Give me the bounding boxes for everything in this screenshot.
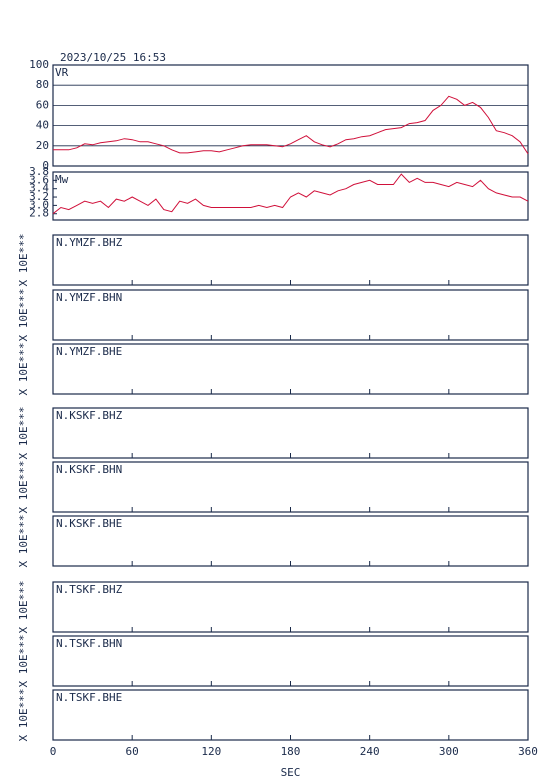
station-label: N.TSKF.BHZ bbox=[56, 583, 123, 596]
y-axis-label: X 10E*** bbox=[17, 689, 30, 742]
y-tick-label: 20 bbox=[36, 139, 49, 152]
x-tick-label: 240 bbox=[360, 745, 380, 758]
y-tick-label: 40 bbox=[36, 119, 49, 132]
data-line bbox=[53, 95, 529, 155]
y-tick-label: 80 bbox=[36, 78, 49, 91]
y-axis-label: X 10E*** bbox=[17, 407, 30, 460]
y-tick-label: 3.0 bbox=[29, 198, 49, 211]
panel-frame bbox=[52, 171, 529, 221]
y-tick-label: 60 bbox=[36, 98, 49, 111]
y-tick-label: 100 bbox=[29, 58, 49, 71]
station-panel bbox=[52, 234, 529, 286]
station-label: N.KSKF.BHE bbox=[56, 517, 122, 530]
x-tick-label: 360 bbox=[518, 745, 538, 758]
station-label: N.YMZF.BHN bbox=[56, 291, 122, 304]
station-label: N.KSKF.BHZ bbox=[56, 409, 123, 422]
station-label: N.KSKF.BHN bbox=[56, 463, 122, 476]
x-tick-label: 120 bbox=[201, 745, 221, 758]
panel-label: Mw bbox=[55, 173, 69, 186]
y-axis-label: X 10E*** bbox=[17, 635, 30, 688]
y-axis-label: X 10E*** bbox=[17, 461, 30, 514]
y-axis-label: X 10E*** bbox=[17, 515, 30, 568]
y-tick-label: 0 bbox=[42, 159, 49, 172]
x-tick-label: 180 bbox=[281, 745, 301, 758]
station-panel bbox=[52, 515, 529, 567]
station-panel bbox=[52, 407, 529, 459]
x-tick-label: 0 bbox=[50, 745, 57, 758]
station-panel bbox=[52, 461, 529, 513]
panel-label: VR bbox=[55, 66, 69, 79]
y-tick-label: 3.2 bbox=[29, 190, 49, 203]
station-panel bbox=[52, 581, 529, 633]
x-axis-label: SEC bbox=[281, 766, 301, 779]
station-panel bbox=[52, 289, 529, 341]
y-axis-label: X 10E*** bbox=[17, 343, 30, 396]
x-tick-label: 60 bbox=[126, 745, 139, 758]
y-axis-label: X 10E*** bbox=[17, 289, 30, 342]
y-tick-label: 3.4 bbox=[29, 182, 49, 195]
station-label: N.YMZF.BHE bbox=[56, 345, 122, 358]
station-label: N.TSKF.BHN bbox=[56, 637, 122, 650]
y-axis-label: X 10E*** bbox=[17, 581, 30, 634]
data-line bbox=[52, 173, 529, 215]
station-panel bbox=[52, 689, 529, 741]
y-tick-label: 3.8 bbox=[29, 165, 49, 178]
station-panel bbox=[52, 343, 529, 395]
x-tick-label: 300 bbox=[439, 745, 459, 758]
y-tick-label: 3.6 bbox=[29, 173, 49, 186]
y-tick-label: 2.8 bbox=[29, 207, 49, 220]
station-panel bbox=[52, 635, 529, 687]
station-label: N.TSKF.BHE bbox=[56, 691, 122, 704]
station-label: N.YMZF.BHZ bbox=[56, 236, 123, 249]
panel-frame bbox=[52, 64, 529, 167]
timestamp: 2023/10/25 16:53 bbox=[60, 51, 166, 64]
y-axis-label: X 10E*** bbox=[17, 234, 30, 287]
